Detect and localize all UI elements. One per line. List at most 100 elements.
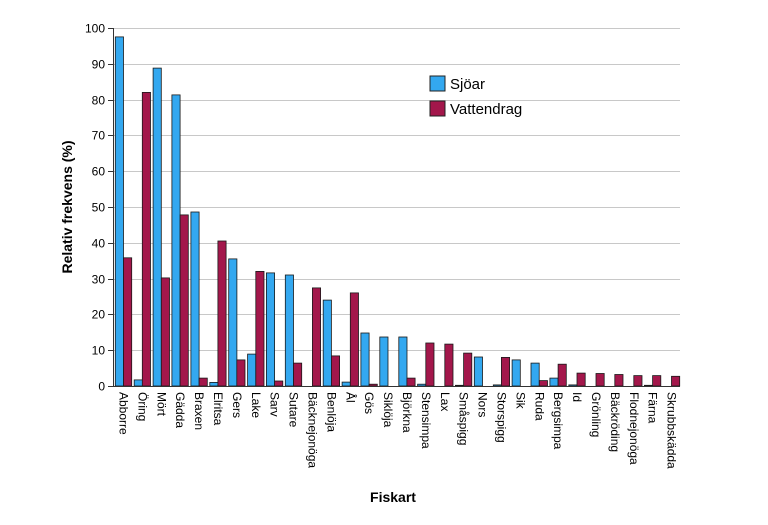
bar-sjoar xyxy=(454,384,464,387)
x-tick-label: Elritsa xyxy=(211,392,225,426)
x-tick-label: Sutare xyxy=(287,392,301,428)
legend-swatch-sjoar xyxy=(429,75,446,92)
y-tick-label: 50 xyxy=(92,201,106,215)
x-axis-ticks: Abborre Öring Mört Gädda Braxen Elritsa Gers La… xyxy=(117,392,679,469)
x-tick-label: Öring xyxy=(135,392,149,421)
y-tick-label: 10 xyxy=(92,344,106,358)
x-tick-label: Abborre xyxy=(117,392,131,435)
bar-sjoar xyxy=(190,211,200,387)
legend-swatch-vattendrag xyxy=(429,100,446,117)
bar-sjoar xyxy=(398,336,408,387)
x-tick-label: Lake xyxy=(249,392,263,418)
bar-vattendrag xyxy=(123,257,133,387)
x-tick-label: Nors xyxy=(476,392,490,417)
x-tick-label: Storspigg xyxy=(494,392,508,443)
bar-sjoar xyxy=(284,274,294,387)
x-tick-label: Flodnejonöga xyxy=(627,392,641,465)
x-tick-label: Ål xyxy=(343,392,358,403)
bar-sjoar xyxy=(568,384,578,387)
bar-sjoar xyxy=(530,362,540,387)
bar-sjoar xyxy=(360,332,370,387)
bar-vattendrag xyxy=(500,356,510,387)
bar-vattendrag xyxy=(255,270,265,387)
x-tick-label: Siklöja xyxy=(381,392,395,428)
legend-label-sjoar: Sjöar xyxy=(450,76,485,93)
x-tick-label: Björkna xyxy=(400,392,414,433)
y-tick-label: 40 xyxy=(92,237,106,251)
x-tick-label: Småspigg xyxy=(457,392,471,445)
y-tick-label: 20 xyxy=(92,308,106,322)
bar-vattendrag xyxy=(406,377,416,387)
legend: Sjöar Vattendrag xyxy=(429,75,522,118)
bar-sjoar xyxy=(549,377,559,387)
bar-vattendrag xyxy=(557,363,567,387)
x-tick-label: Benlöja xyxy=(324,392,338,432)
bar-vattendrag xyxy=(160,277,170,387)
bar-vattendrag xyxy=(614,374,624,387)
x-tick-label: Gädda xyxy=(173,392,187,428)
bar-vattendrag xyxy=(671,375,681,387)
y-tick-label: 70 xyxy=(92,129,106,143)
bars xyxy=(114,36,681,387)
gridlines xyxy=(113,28,680,351)
x-tick-label: Lax xyxy=(438,392,452,411)
bar-sjoar xyxy=(171,94,181,387)
bar-sjoar xyxy=(492,384,502,387)
x-tick-label: Stensimpa xyxy=(419,392,433,449)
y-tick-label: 60 xyxy=(92,165,106,179)
bar-sjoar xyxy=(209,381,219,387)
bar-vattendrag xyxy=(217,240,227,387)
bar-sjoar xyxy=(114,36,124,387)
bar-sjoar xyxy=(417,383,427,387)
bar-sjoar xyxy=(133,379,143,387)
bar-sjoar xyxy=(228,258,238,387)
bar-vattendrag xyxy=(311,287,321,387)
y-tick-label: 30 xyxy=(92,273,106,287)
x-tick-label: Gös xyxy=(362,392,376,414)
x-tick-label: Sarv xyxy=(268,392,282,417)
x-tick-label: Id xyxy=(570,392,584,402)
bar-vattendrag xyxy=(633,375,643,387)
bar-vattendrag xyxy=(595,373,605,387)
bar-sjoar xyxy=(379,336,389,387)
bar-sjoar xyxy=(152,67,162,387)
bar-vattendrag xyxy=(444,343,454,387)
bar-vattendrag xyxy=(652,375,662,387)
x-tick-label: Ruda xyxy=(532,392,546,421)
bar-sjoar xyxy=(644,384,654,387)
bar-sjoar xyxy=(473,356,483,387)
bar-vattendrag xyxy=(538,380,548,387)
x-tick-label: Sik xyxy=(513,392,527,410)
x-tick-label: Mört xyxy=(154,392,168,417)
bar-sjoar xyxy=(322,299,332,387)
bar-vattendrag xyxy=(293,362,303,387)
y-tick-label: 100 xyxy=(85,22,105,36)
bar-vattendrag xyxy=(274,380,284,387)
bar-vattendrag xyxy=(198,377,208,387)
x-tick-label: Grönling xyxy=(589,392,603,437)
x-tick-label: Gers xyxy=(230,392,244,418)
y-axis-ticks: 0 10 20 30 40 50 60 70 80 90 100 xyxy=(85,22,113,394)
bar-vattendrag xyxy=(368,383,378,387)
y-axis-title: Relativ frekvens (%) xyxy=(59,140,75,273)
x-tick-label: Braxen xyxy=(192,392,206,430)
x-axis-title: Fiskart xyxy=(370,489,416,505)
y-tick-label: 0 xyxy=(98,380,105,394)
x-tick-label: Bäckröding xyxy=(608,392,622,452)
bar-vattendrag xyxy=(349,292,359,387)
y-tick-label: 80 xyxy=(92,94,106,108)
bar-sjoar xyxy=(511,359,521,387)
legend-label-vattendrag: Vattendrag xyxy=(450,101,522,118)
y-tick-label: 90 xyxy=(92,58,106,72)
bar-vattendrag xyxy=(179,214,189,387)
bar-sjoar xyxy=(247,353,257,387)
bar-vattendrag xyxy=(141,92,151,387)
x-tick-label: Bergsimpa xyxy=(551,392,565,450)
bar-vattendrag xyxy=(576,372,586,387)
x-tick-label: Färna xyxy=(646,392,660,424)
bar-vattendrag xyxy=(236,359,246,387)
bar-vattendrag xyxy=(463,352,473,387)
bar-sjoar xyxy=(265,272,275,387)
bar-sjoar xyxy=(341,381,351,387)
